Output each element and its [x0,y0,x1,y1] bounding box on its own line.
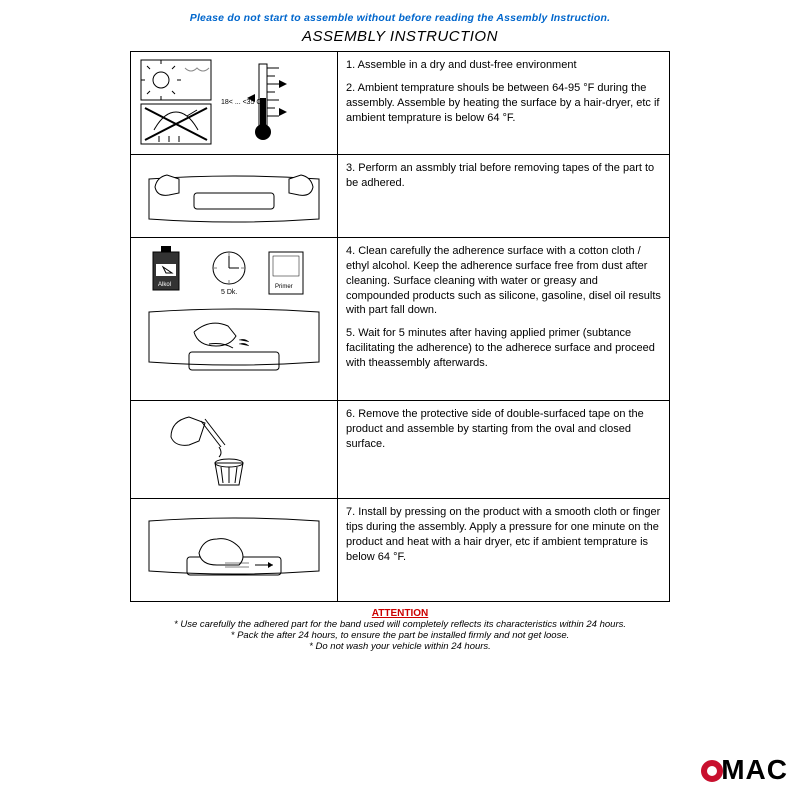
attention-block: ATTENTION * Use carefully the adhered pa… [130,608,670,652]
table-row: 3. Perform an assmbly trial before remov… [131,155,670,238]
instruction-sheet: Please do not start to assemble without … [130,0,670,652]
step-text: 1. Assemble in a dry and dust-free envir… [346,58,661,73]
temp-label: 18< ... <35 C [221,99,261,106]
timer-label: 5 Dk. [221,289,237,296]
logo-text: MAC [721,754,788,785]
brand-logo: MAC [701,754,788,786]
attention-line: * Pack the after 24 hours, to ensure the… [130,630,670,641]
header-warning: Please do not start to assemble without … [130,12,670,24]
attention-line: * Use carefully the adhered part for the… [130,619,670,630]
step-text: 7. Install by pressing on the product wi… [346,505,661,564]
instruction-table: 18< ... <35 C 1. Assemble in a dry and d… [130,51,670,602]
logo-o-icon [701,760,723,782]
illustration-cell [131,499,338,602]
attention-line: * Do not wash your vehicle within 24 hou… [130,641,670,652]
primer-label: Primer [275,284,293,290]
table-row: Alkol 5 Dk. Primer [131,238,670,401]
illustration-cell [131,155,338,238]
step-text: 4. Clean carefully the adherence surface… [346,244,661,318]
step-cell: 1. Assemble in a dry and dust-free envir… [338,52,670,155]
peel-icon [139,407,329,492]
env-icon: 18< ... <35 C [139,58,329,148]
step-cell: 4. Clean carefully the adherence surface… [338,238,670,401]
step-cell: 7. Install by pressing on the product wi… [338,499,670,602]
table-row: 18< ... <35 C 1. Assemble in a dry and d… [131,52,670,155]
step-cell: 6. Remove the protective side of double-… [338,401,670,499]
page-title: ASSEMBLY INSTRUCTION [130,28,670,45]
trial-icon [139,161,329,231]
step-text: 2. Ambient temprature shouls be between … [346,81,661,126]
attention-title: ATTENTION [130,608,670,619]
illustration-cell [131,401,338,499]
step-text: 5. Wait for 5 minutes after having appli… [346,326,661,371]
step-cell: 3. Perform an assmbly trial before remov… [338,155,670,238]
press-icon [139,505,329,595]
step-text: 6. Remove the protective side of double-… [346,407,661,452]
table-row: 6. Remove the protective side of double-… [131,401,670,499]
illustration-cell: Alkol 5 Dk. Primer [131,238,338,401]
alcohol-label: Alkol [158,282,171,288]
illustration-cell: 18< ... <35 C [131,52,338,155]
step-text: 3. Perform an assmbly trial before remov… [346,161,661,191]
table-row: 7. Install by pressing on the product wi… [131,499,670,602]
clean-icon: Alkol 5 Dk. Primer [139,244,329,394]
